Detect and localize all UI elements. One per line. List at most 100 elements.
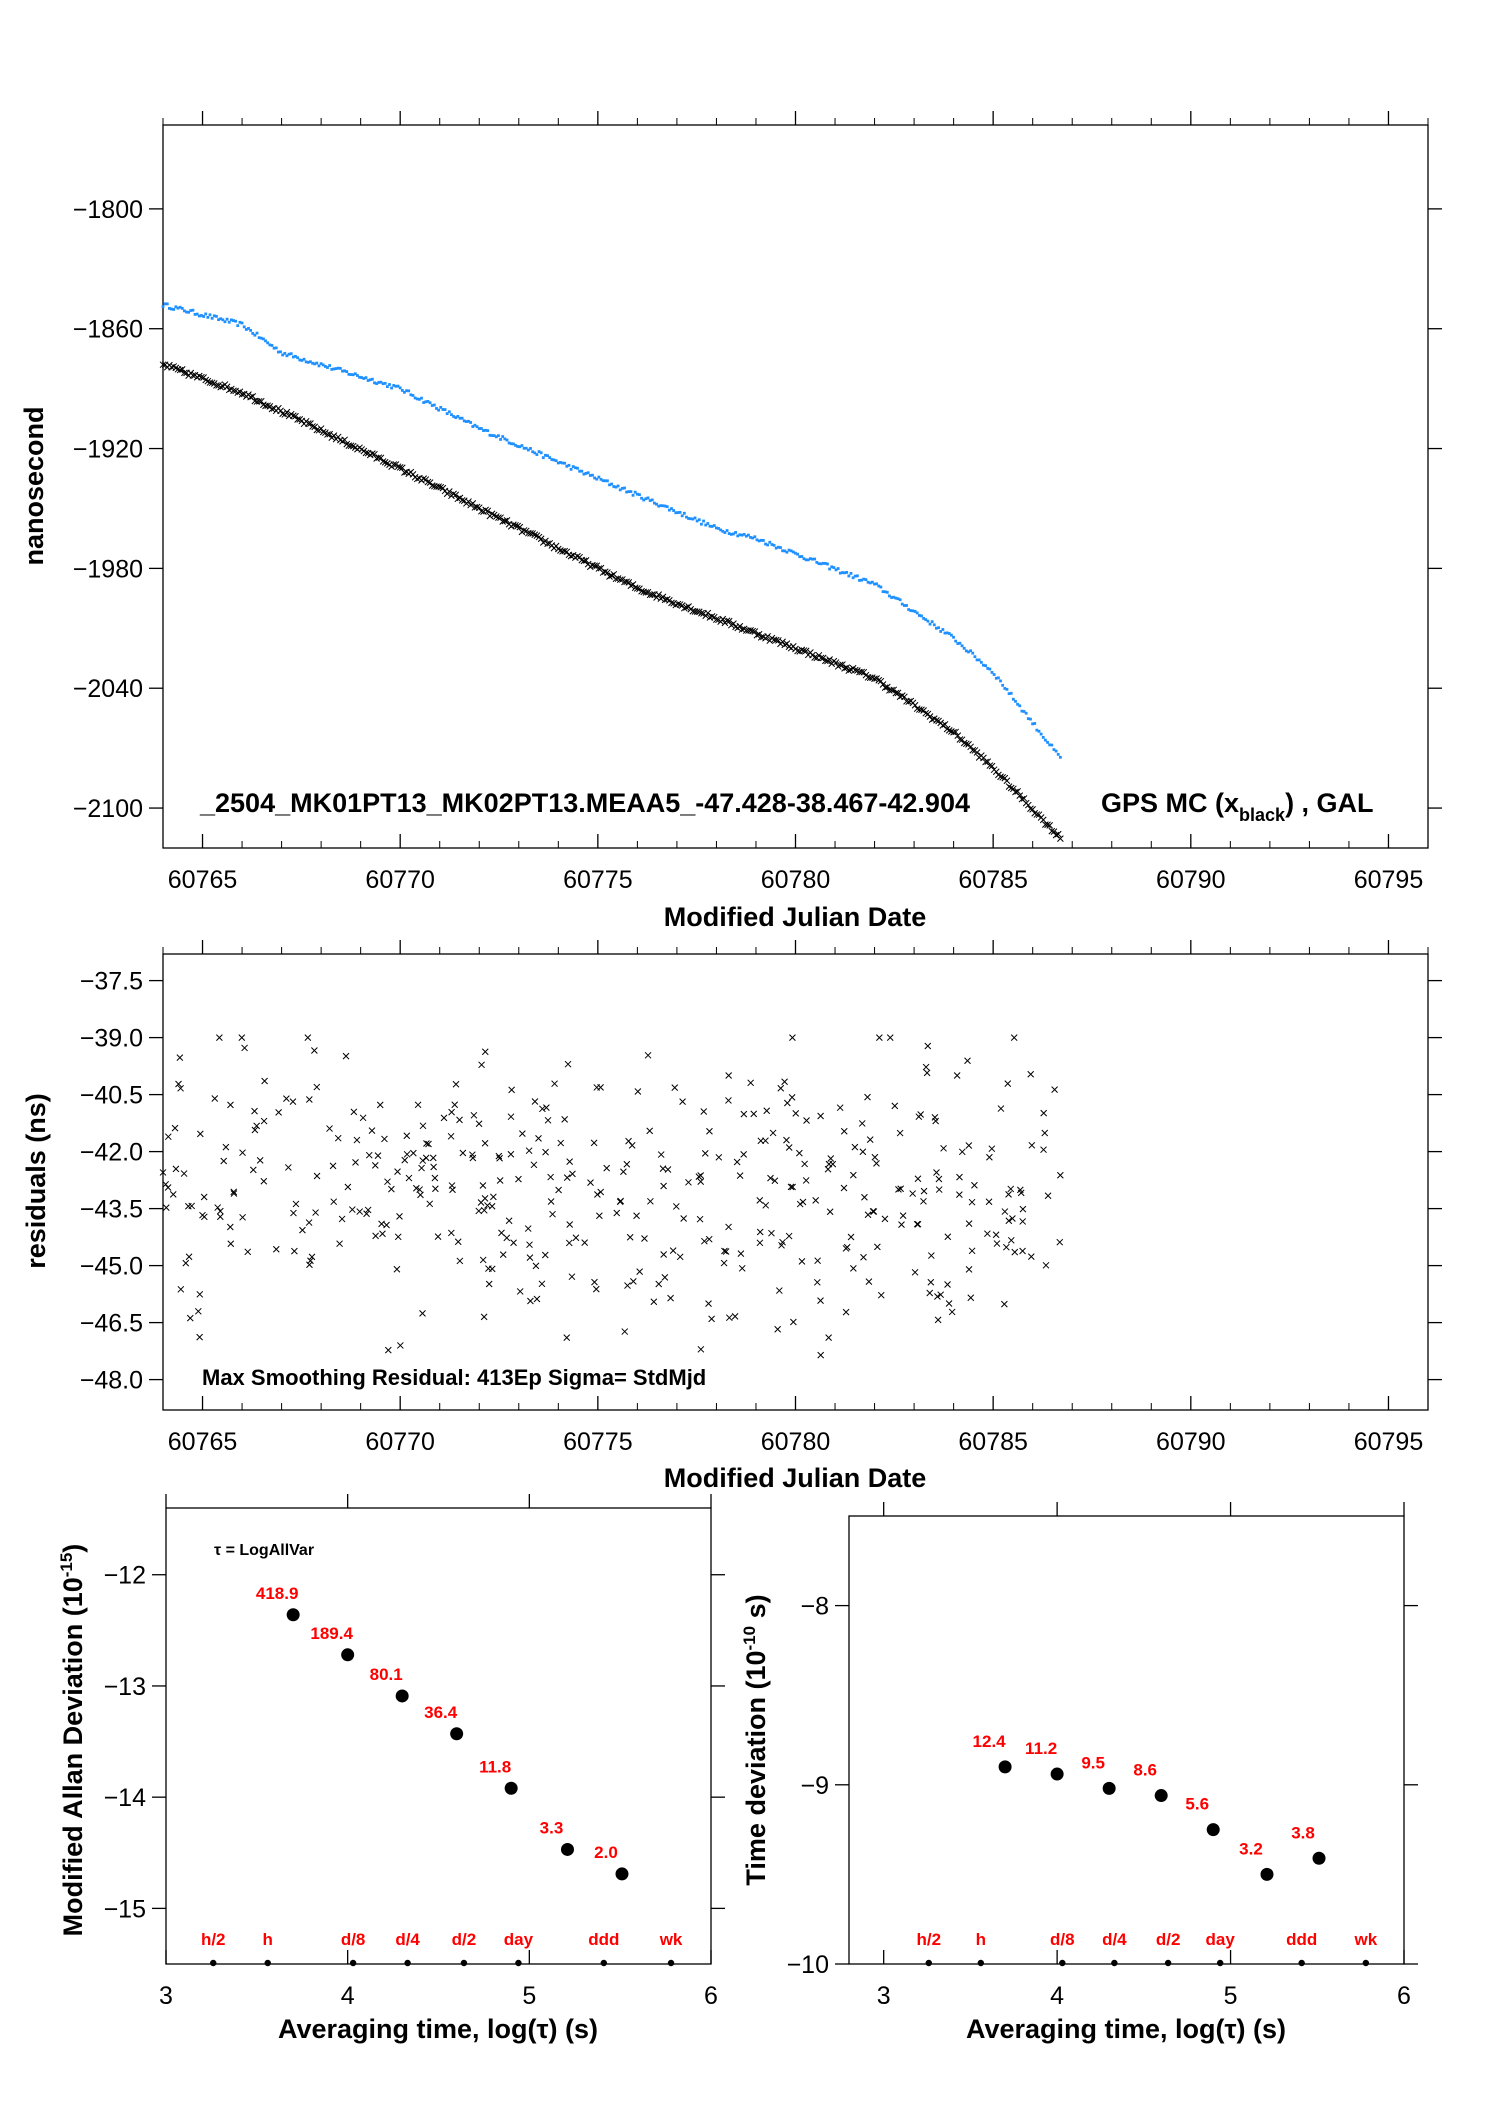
phase-gal-point <box>862 577 866 581</box>
mdev-tau-marker <box>210 1959 217 1967</box>
phase-gal-point <box>345 370 349 373</box>
phase-gal-point <box>813 557 817 561</box>
residual-point <box>379 1230 386 1238</box>
phase-gal-point <box>535 453 539 456</box>
residual-point <box>895 1186 902 1193</box>
phase-gal-point <box>971 651 975 655</box>
phase-gps-point <box>1016 792 1024 799</box>
phase-gal-point <box>507 441 511 445</box>
phase-gps-point <box>653 594 660 601</box>
mdev-tau-label: wk <box>659 1930 683 1949</box>
phase-xtick-label: 60785 <box>958 866 1028 894</box>
phase-gal-point <box>170 307 173 311</box>
phase-gps-point <box>779 638 786 646</box>
phase-gps-point <box>1044 821 1051 829</box>
phase-gal-point <box>892 595 896 599</box>
phase-gal-point <box>268 343 272 347</box>
phase-gps-point <box>311 423 319 431</box>
phase-gal-point <box>930 620 934 624</box>
phase-gal-point <box>794 551 797 555</box>
phase-gal-point <box>477 427 481 430</box>
phase-gal-point <box>274 346 278 350</box>
phase-gps-point <box>1014 788 1021 795</box>
residual-point <box>715 1153 723 1161</box>
residual-point <box>394 1168 401 1176</box>
phase-gal-point <box>776 545 780 549</box>
phase-gal-point <box>509 442 513 446</box>
residual-point <box>488 1202 496 1210</box>
residual-point <box>1004 1080 1012 1087</box>
phase-gal-point <box>561 461 564 465</box>
phase-xtick-label: 60795 <box>1354 866 1424 894</box>
phase-gal-point <box>266 341 270 345</box>
residual-point <box>454 1238 462 1246</box>
residual-point <box>657 1151 665 1158</box>
residual-point <box>199 1211 206 1219</box>
phase-gal-point <box>1035 728 1039 732</box>
tdev-ytick-label: −8 <box>800 1593 829 1621</box>
phase-gal-point <box>321 363 325 367</box>
residual-point <box>272 1245 280 1253</box>
residual-point <box>985 1198 993 1206</box>
residual-point <box>650 1298 658 1306</box>
phase-gps-point <box>477 507 485 515</box>
residual-point <box>899 1212 907 1220</box>
phase-gal-point <box>806 558 810 562</box>
residual-point <box>817 1112 824 1120</box>
residual-point <box>383 1221 390 1229</box>
phase-gal-point <box>663 504 667 508</box>
phase-gal-point <box>996 676 1000 680</box>
mdev-point <box>560 1842 574 1856</box>
phase-gal-point <box>189 309 193 312</box>
phase-gps-point <box>913 705 921 713</box>
phase-gal-point <box>789 549 793 553</box>
residual-point <box>762 1201 770 1209</box>
residual-point <box>456 1257 464 1265</box>
phase-gal-point <box>913 610 917 613</box>
phase-gps-point <box>341 436 348 444</box>
residual-point <box>256 1157 264 1164</box>
phase-gps-point <box>324 431 331 438</box>
residuals-series <box>159 1034 1064 1359</box>
phase-gal-point <box>999 679 1002 683</box>
phase-gal-point <box>441 408 445 411</box>
residual-point <box>431 1174 439 1182</box>
phase-gal-point <box>584 471 588 475</box>
phase-gal-point <box>738 533 742 537</box>
mdev-plot-frame <box>165 1507 712 1965</box>
residual-point <box>993 1240 1001 1247</box>
residual-point <box>933 1169 940 1176</box>
phase-gal-point <box>417 397 421 401</box>
mdev-tau-marker <box>460 1959 468 1967</box>
residuals-xtick-label: 60775 <box>563 1428 633 1456</box>
phase-gal-point <box>984 664 987 668</box>
tdev-tau-marker <box>1111 1959 1118 1967</box>
residual-point <box>625 1137 632 1145</box>
phase-gal-point <box>497 434 500 438</box>
residual-point <box>451 1101 459 1109</box>
residual-point <box>886 1034 894 1041</box>
phase-gal-point <box>550 458 554 461</box>
phase-gps-point <box>638 587 645 595</box>
phase-gps-point <box>1009 785 1017 793</box>
residual-point <box>372 1232 379 1240</box>
phase-gal-point <box>732 532 735 536</box>
phase-gal-point <box>958 641 962 645</box>
residual-point <box>789 1034 796 1041</box>
phase-gal-point <box>740 533 744 537</box>
phase-gps-point <box>755 630 763 638</box>
tdev-ylabel: Time deviation (10-10 s) <box>740 1594 771 1885</box>
phase-gal-point <box>817 562 821 566</box>
residual-point <box>777 1084 785 1092</box>
phase-gps-point <box>945 727 953 734</box>
phase-gal-point <box>608 483 611 487</box>
residual-point <box>538 1280 546 1288</box>
phase-gps-point <box>802 647 810 655</box>
residual-point <box>708 1315 715 1323</box>
residual-point <box>958 1148 966 1156</box>
residual-point <box>481 1139 489 1147</box>
residual-point <box>495 1152 503 1160</box>
residual-point <box>510 1239 517 1247</box>
phase-gal-point <box>849 572 853 575</box>
phase-gal-point <box>1001 683 1005 687</box>
